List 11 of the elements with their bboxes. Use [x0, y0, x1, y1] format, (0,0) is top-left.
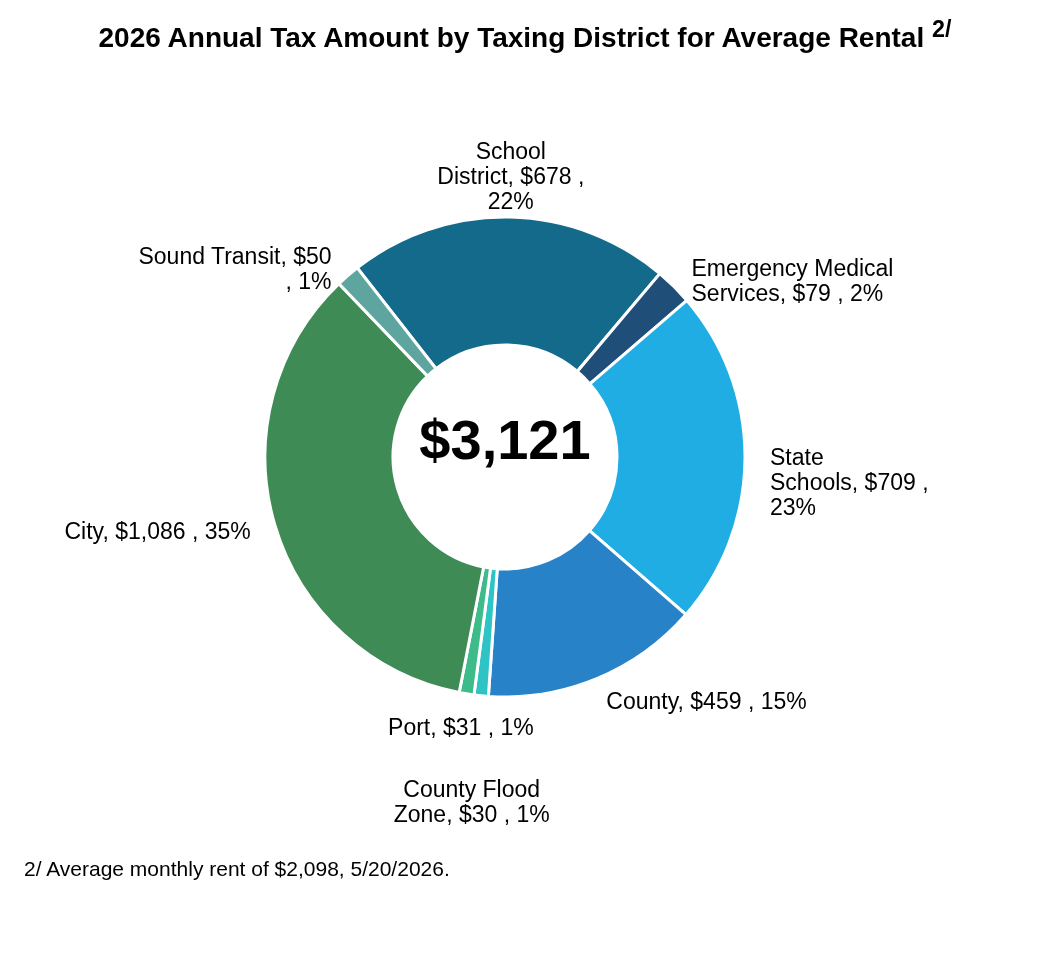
slice-label: City, $1,086 , 35%	[64, 517, 251, 544]
slice-label: County Flood Zone, $30 , 1%	[393, 776, 550, 828]
text: 2/ Average monthly rent of $2,098, 5/20/2026.	[24, 856, 451, 881]
chart-title: 2026 Annual Tax Amount by Taxing District for Average Rental $^{2/}$	[97, 15, 953, 56]
slice-label: Port, $31 , 1%	[388, 714, 534, 741]
slice-label: Sound Transit, $50 , 1%	[138, 242, 332, 294]
slice-label: School District, $678 , 22%	[437, 137, 585, 214]
slice-label: County, $459 , 15%	[606, 687, 807, 714]
slice-label: State Schools, $709 , 23%	[770, 443, 929, 520]
slice-label: Emergency Medical Services, $79 , 2%	[691, 254, 894, 306]
text: $3,121	[419, 407, 591, 471]
